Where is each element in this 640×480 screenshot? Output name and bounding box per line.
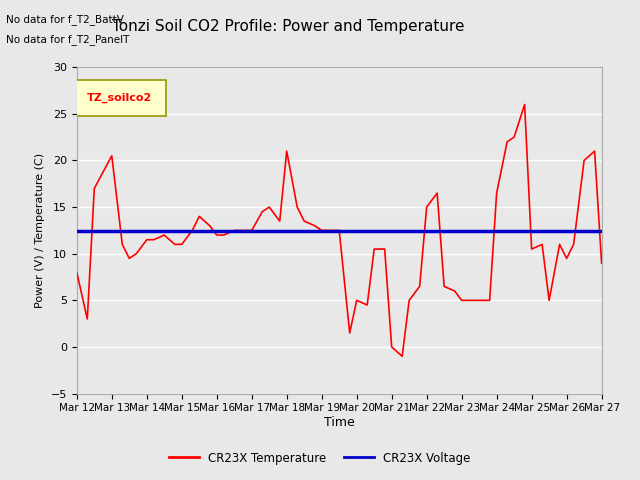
X-axis label: Time: Time [324, 416, 355, 429]
FancyBboxPatch shape [72, 80, 166, 116]
Text: TZ_soilco2: TZ_soilco2 [87, 93, 152, 103]
Text: No data for f_T2_BattV: No data for f_T2_BattV [6, 14, 124, 25]
Text: No data for f_T2_PanelT: No data for f_T2_PanelT [6, 34, 130, 45]
Text: Tonzi Soil CO2 Profile: Power and Temperature: Tonzi Soil CO2 Profile: Power and Temper… [112, 19, 464, 34]
Y-axis label: Power (V) / Temperature (C): Power (V) / Temperature (C) [35, 153, 45, 308]
Legend: CR23X Temperature, CR23X Voltage: CR23X Temperature, CR23X Voltage [164, 447, 476, 469]
